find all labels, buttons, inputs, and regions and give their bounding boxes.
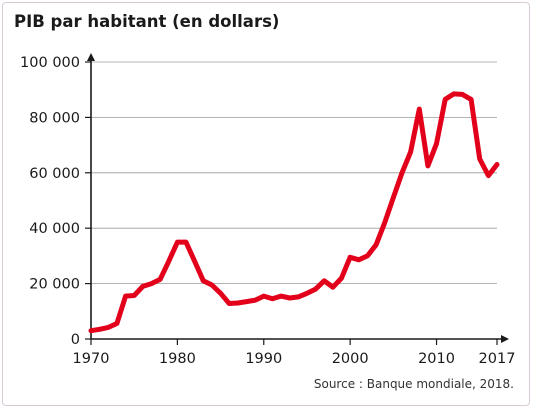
series-line xyxy=(88,91,500,334)
source-note: Source : Banque mondiale, 2018. xyxy=(313,377,514,391)
y-axis-arrow xyxy=(87,53,95,61)
x-tick-label: 1990 xyxy=(245,351,282,367)
chart-frame xyxy=(2,2,530,406)
chart-title: PIB par habitant (en dollars) xyxy=(14,12,280,31)
axes xyxy=(87,53,509,343)
x-axis-arrow xyxy=(501,335,509,343)
series-layer xyxy=(88,91,500,334)
y-tick-label: 100 000 xyxy=(20,55,80,71)
x-tick-label: 2010 xyxy=(418,351,455,367)
y-tick-label: 80 000 xyxy=(29,110,80,126)
y-tick-label: 0 xyxy=(71,332,80,348)
x-tick-label: 2000 xyxy=(332,351,369,367)
x-tick-label: 1980 xyxy=(159,351,196,367)
x-tick-label: 2017 xyxy=(479,351,516,367)
y-tick-label: 20 000 xyxy=(29,277,80,293)
x-tick-label: 1970 xyxy=(73,351,110,367)
gridlines xyxy=(91,61,497,285)
y-tick-label: 60 000 xyxy=(29,166,80,182)
ticks: 0 20 000 40 000 60 000 80 000 100 000 1970 1980… xyxy=(20,55,515,367)
y-tick-label: 40 000 xyxy=(29,221,80,237)
